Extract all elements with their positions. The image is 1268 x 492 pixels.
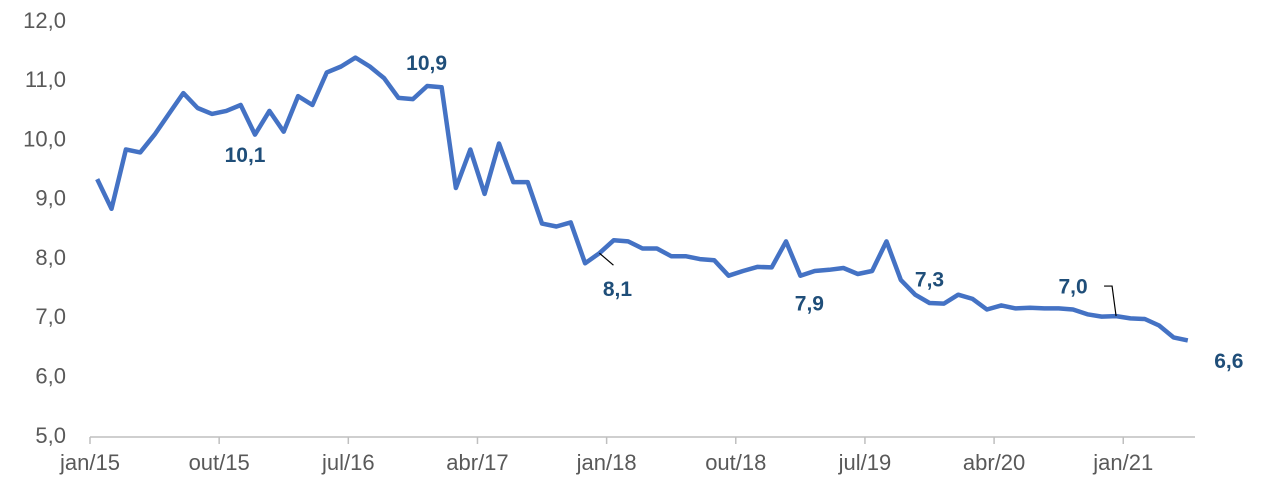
y-tick-label: 10,0 bbox=[23, 126, 66, 151]
x-tick-label: abr/20 bbox=[963, 450, 1025, 475]
data-label: 7,0 bbox=[1058, 276, 1087, 299]
data-label: 7,9 bbox=[795, 293, 824, 316]
y-tick-label: 7,0 bbox=[35, 304, 66, 329]
y-tick-label: 8,0 bbox=[35, 245, 66, 270]
x-tick-label: out/18 bbox=[705, 450, 766, 475]
data-label: 8,1 bbox=[603, 278, 633, 301]
x-tick-label: jan/15 bbox=[59, 450, 120, 475]
data-label: 7,3 bbox=[915, 269, 944, 292]
data-label: 10,9 bbox=[406, 52, 447, 75]
data-label: 6,6 bbox=[1214, 350, 1243, 373]
data-label: 10,1 bbox=[225, 144, 266, 167]
line bbox=[95, 55, 1189, 343]
x-tick-label: jan/21 bbox=[1092, 450, 1153, 475]
x-tick-label: out/15 bbox=[189, 450, 250, 475]
leader-line bbox=[1104, 285, 1117, 317]
y-tick-label: 6,0 bbox=[35, 364, 66, 389]
leader-line bbox=[599, 252, 614, 266]
y-tick-label: 11,0 bbox=[25, 67, 66, 92]
y-tick-label: 12,0 bbox=[23, 8, 66, 33]
x-tick-label: jan/18 bbox=[576, 450, 637, 475]
y-tick-label: 5,0 bbox=[35, 423, 66, 448]
x-tick-label: abr/17 bbox=[446, 450, 508, 475]
y-tick-label: 9,0 bbox=[35, 186, 66, 211]
x-tick-label: jul/16 bbox=[321, 450, 375, 475]
x-tick-label: jul/19 bbox=[838, 450, 892, 475]
